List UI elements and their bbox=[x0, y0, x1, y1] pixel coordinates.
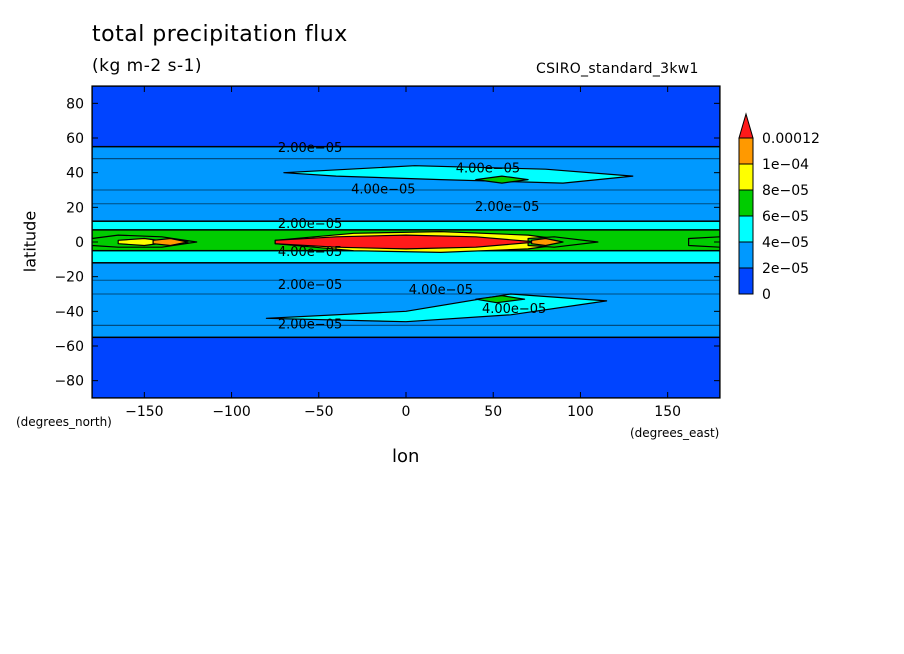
contour-label-8: 4.00e−05 bbox=[482, 302, 546, 317]
y-tick-label: 20 bbox=[66, 200, 84, 216]
contour-label-7: 4.00e−05 bbox=[409, 283, 473, 298]
x-tick-label: 150 bbox=[654, 404, 681, 420]
legend-label-1: 1e−04 bbox=[762, 157, 809, 173]
x-tick-label: 0 bbox=[402, 404, 411, 420]
legend-swatch-4 bbox=[738, 215, 754, 243]
legend-arrow bbox=[738, 112, 754, 139]
legend-swatch-5 bbox=[738, 241, 754, 269]
precip-region-11 bbox=[530, 237, 564, 247]
legend-swatch-6 bbox=[738, 267, 754, 295]
chart-units: (kg m-2 s-1) bbox=[92, 56, 203, 76]
y-axis-unit: (degrees_north) bbox=[16, 415, 112, 429]
contour-label-4: 2.00e−05 bbox=[278, 217, 342, 232]
y-tick-label: −20 bbox=[54, 270, 84, 286]
contour-label-0: 2.00e−05 bbox=[278, 141, 342, 156]
y-tick-label: 80 bbox=[66, 96, 84, 112]
precip-region-0 bbox=[283, 165, 634, 184]
precip-region-7 bbox=[687, 236, 720, 248]
contour-label-3: 2.00e−05 bbox=[475, 200, 539, 215]
legend-label-2: 8e−05 bbox=[762, 183, 809, 199]
x-tick-label: −150 bbox=[125, 404, 163, 420]
chart-model: CSIRO_standard_3kw1 bbox=[536, 61, 699, 77]
y-tick-label: 0 bbox=[75, 235, 84, 251]
y-tick-label: 40 bbox=[66, 166, 84, 182]
precip-region-10 bbox=[274, 234, 538, 250]
precip-region-3 bbox=[475, 295, 526, 304]
contour-label-1: 4.00e−05 bbox=[456, 162, 520, 177]
precip-region-1 bbox=[265, 293, 608, 323]
y-tick-label: −60 bbox=[54, 339, 84, 355]
precip-region-2 bbox=[475, 175, 529, 184]
contour-label-2: 4.00e−05 bbox=[351, 182, 415, 197]
y-tick-label: 60 bbox=[66, 131, 84, 147]
x-tick-label: −50 bbox=[304, 404, 334, 420]
x-axis-label: lon bbox=[392, 446, 420, 467]
x-tick-label: 50 bbox=[484, 404, 502, 420]
contour-label-5: 4.00e−05 bbox=[278, 245, 342, 260]
x-axis-unit: (degrees_east) bbox=[630, 426, 720, 440]
chart-title: total precipitation flux bbox=[92, 22, 348, 47]
contour-label-9: 2.00e−05 bbox=[278, 318, 342, 333]
legend-label-5: 2e−05 bbox=[762, 261, 809, 277]
legend-label-6: 0 bbox=[762, 287, 771, 303]
y-tick-label: −80 bbox=[54, 374, 84, 390]
plot-area: 2.00e−05 4.00e−05 4.00e−05 2.00e−05 2.00e−05… bbox=[92, 86, 720, 398]
legend-swatch-3 bbox=[738, 189, 754, 217]
legend-swatch-2 bbox=[738, 163, 754, 191]
legend-label-0: 0.00012 bbox=[762, 131, 820, 147]
y-tick-label: −40 bbox=[54, 304, 84, 320]
legend-label-3: 6e−05 bbox=[762, 209, 809, 225]
x-tick-label: 100 bbox=[567, 404, 594, 420]
contour-label-6: 2.00e−05 bbox=[278, 278, 342, 293]
precip-region-9 bbox=[152, 237, 189, 247]
legend-swatch-1 bbox=[738, 137, 754, 165]
x-tick-label: −100 bbox=[212, 404, 250, 420]
legend-label-4: 4e−05 bbox=[762, 235, 809, 251]
